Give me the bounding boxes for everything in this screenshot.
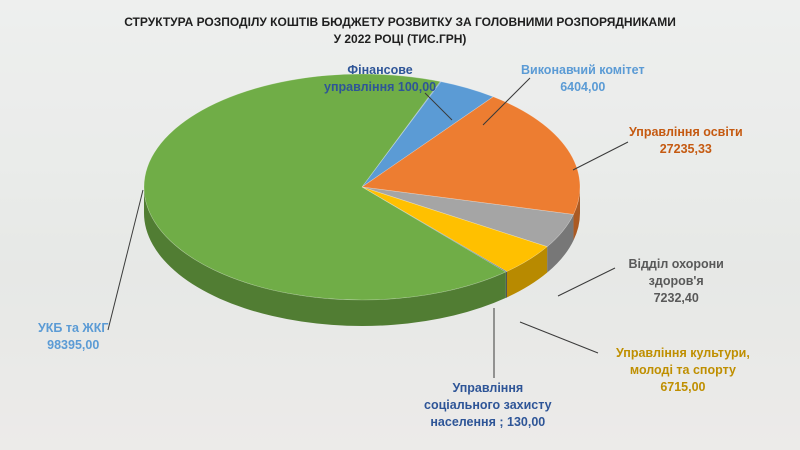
pie-side-5: [505, 271, 507, 298]
slice-label-4-line-1: молоді та спорту: [629, 363, 736, 377]
pie-slice-6: [143, 73, 507, 301]
slice-label-5-line-2: населення ; 130,00: [430, 415, 546, 429]
slice-label-5: Управління соціального захисту населення ;…: [424, 380, 552, 431]
slice-label-3-line-1: здоров'я: [648, 274, 704, 288]
slice-label-5-line-1: соціального захисту: [424, 398, 552, 412]
pie-slice-2: [361, 96, 581, 215]
slice-label-3-line-2: 7232,40: [653, 291, 699, 305]
chart-title: СТРУКТУРА РОЗПОДІЛУ КОШТІВ БЮДЖЕТУ РОЗВИ…: [0, 14, 800, 48]
slice-label-5-line-0: Управління: [452, 381, 524, 395]
slice-label-4-line-2: 6715,00: [660, 380, 706, 394]
slice-label-2-line-1: 27235,33: [659, 142, 712, 156]
slice-label-6-line-1: 98395,00: [47, 338, 100, 352]
chart-title-line-1: СТРУКТУРА РОЗПОДІЛУ КОШТІВ БЮДЖЕТУ РОЗВИ…: [124, 15, 676, 29]
pie-slice-1: [361, 81, 494, 188]
slice-label-3: Відділ охорони здоров'я 7232,40: [629, 256, 724, 307]
slice-label-6-line-0: УКБ та ЖКГ: [38, 321, 109, 335]
slice-label-0-line-0: Фінансове: [347, 63, 413, 77]
slice-label-2-line-0: Управління освіти: [629, 125, 743, 139]
pie-top-faces: [143, 73, 581, 301]
leader-line-6: [107, 189, 144, 331]
slice-label-0-line-1: управління 100,00: [324, 80, 437, 94]
slice-label-2: Управління освіти 27235,33: [629, 124, 743, 158]
pie-slice-5: [361, 186, 508, 273]
slice-label-1-line-0: Виконавчий комітет: [521, 63, 645, 77]
pie-side-walls: [144, 187, 580, 327]
leader-line-4: [519, 321, 599, 354]
slice-label-4: Управління культури, молоді та спорту 6715…: [616, 345, 750, 396]
pie-slice-4: [361, 186, 548, 272]
pie-slice-0: [361, 81, 442, 188]
leader-line-3: [557, 267, 616, 297]
pie-side-4: [506, 246, 548, 298]
slice-label-3-line-0: Відділ охорони: [628, 257, 724, 271]
slice-label-4-line-0: Управління культури,: [616, 346, 750, 360]
leader-line-1: [482, 77, 531, 126]
pie-side-6: [144, 187, 506, 327]
leader-line-2: [572, 141, 629, 171]
slice-label-1-line-1: 6404,00: [560, 80, 606, 94]
label-leaders: [107, 77, 629, 378]
pie-slice-3: [361, 186, 574, 248]
slice-label-6: УКБ та ЖКГ 98395,00: [38, 320, 108, 354]
slice-label-0: Фінансове управління 100,00: [324, 62, 436, 96]
slice-label-1: Виконавчий комітет 6404,00: [521, 62, 645, 96]
pie-side-3: [547, 214, 574, 273]
chart-title-line-2: У 2022 РОЦІ (ТИС.ГРН): [333, 32, 467, 46]
leader-line-0: [424, 92, 453, 121]
pie-side-2: [573, 187, 580, 241]
